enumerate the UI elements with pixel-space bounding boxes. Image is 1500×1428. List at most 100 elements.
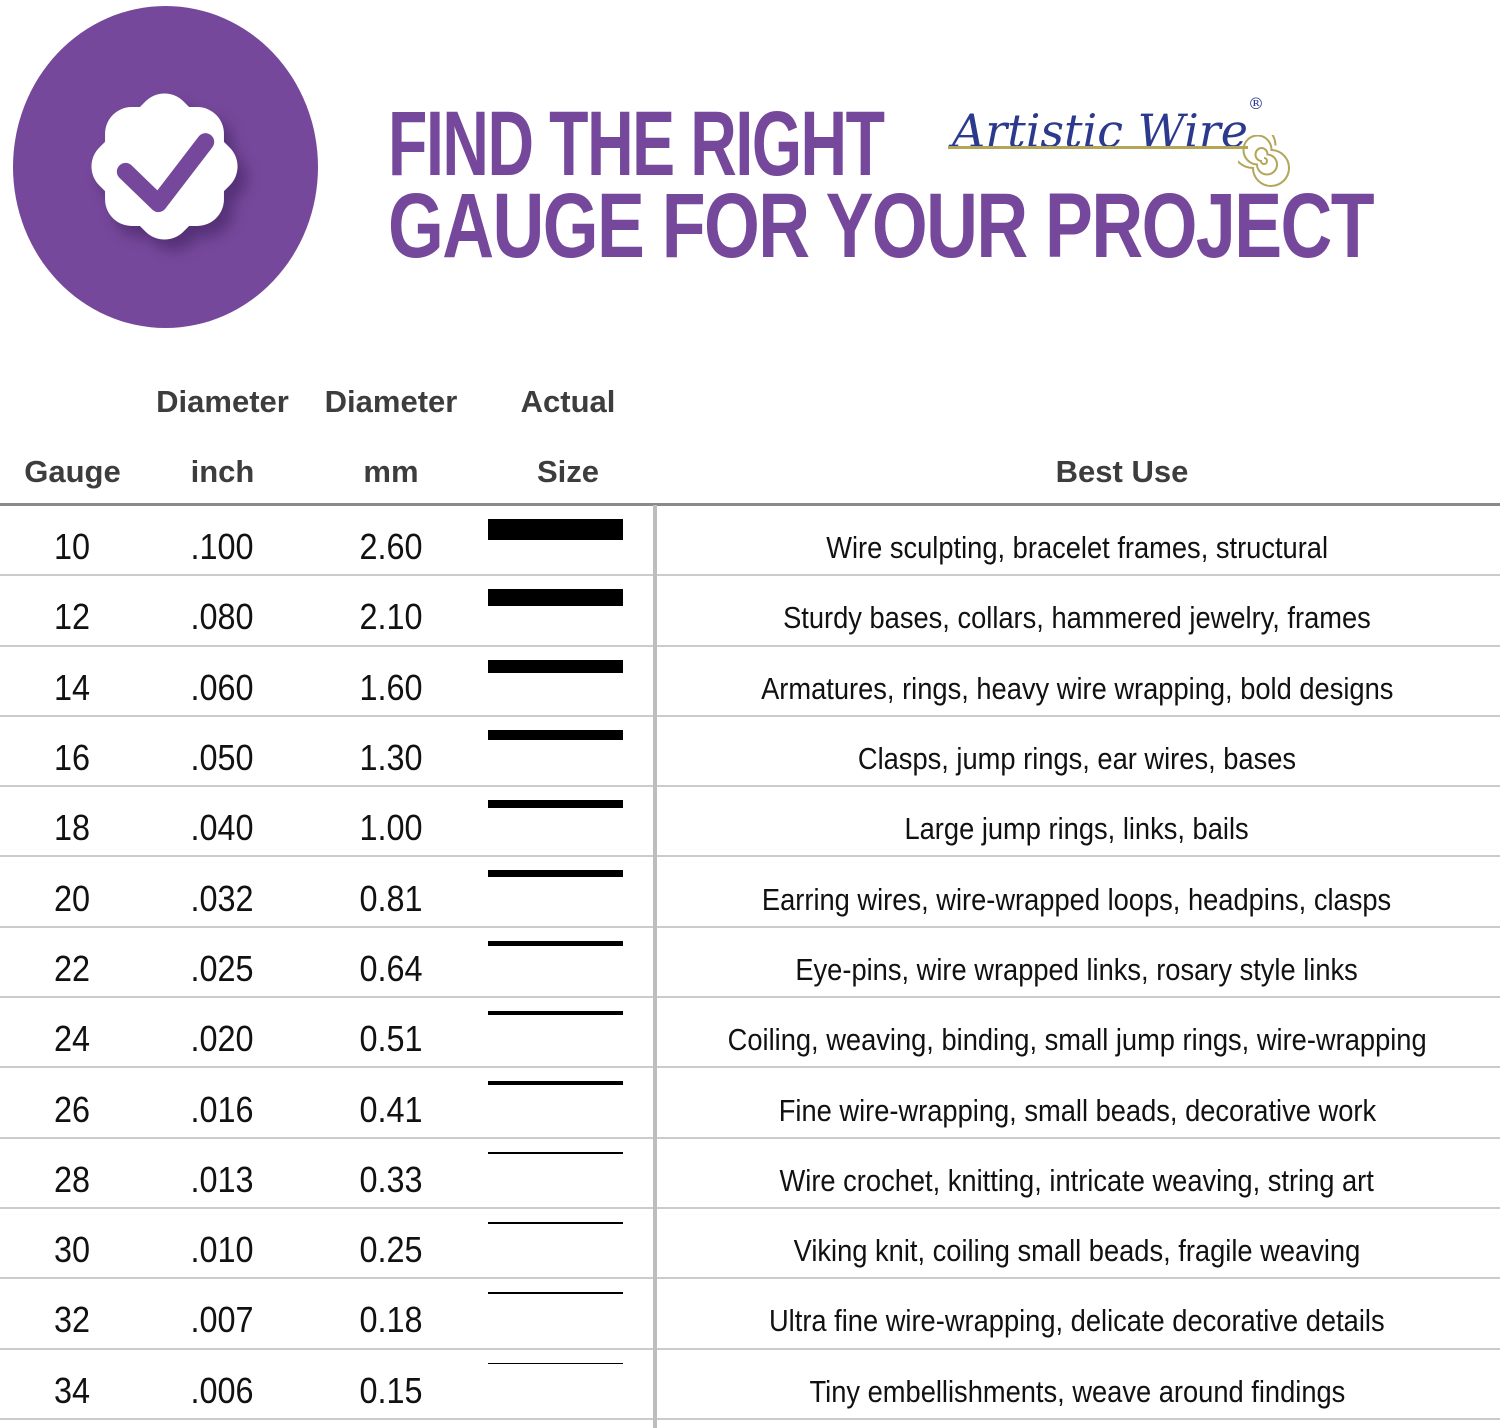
actual-size-bar	[488, 1292, 623, 1294]
diameter-inch-value: .040	[190, 807, 255, 849]
best-use-text: Coiling, weaving, binding, small jump ri…	[727, 1022, 1427, 1058]
diameter-mm-value: 0.15	[359, 1369, 423, 1411]
table-row: 24 .020 0.51 Coiling, weaving, binding, …	[0, 998, 1500, 1069]
diameter-mm-value: 2.10	[359, 596, 423, 638]
diameter-mm-value: 1.60	[359, 666, 423, 708]
title-line1: FIND THE RIGHT	[388, 93, 885, 195]
diameter-inch-value: .006	[190, 1369, 255, 1411]
header-diameter-mm-top: Diameter	[324, 384, 458, 419]
diameter-inch-value: .060	[190, 666, 255, 708]
title-line2: GAUGE FOR YOUR PROJECT	[388, 175, 1375, 277]
actual-size-bar	[488, 1221, 623, 1224]
table-row: 34 .006 0.15 Tiny embellishments, weave …	[0, 1350, 1500, 1420]
column-divider	[653, 505, 657, 1428]
diameter-inch-value: .007	[190, 1299, 255, 1341]
gauge-value: 26	[54, 1088, 91, 1130]
diameter-inch-value: .016	[190, 1088, 255, 1130]
best-use-text: Ultra fine wire-wrapping, delicate decor…	[769, 1303, 1385, 1339]
best-use-text: Wire crochet, knitting, intricate weavin…	[779, 1162, 1375, 1198]
actual-size-bar	[488, 519, 623, 541]
actual-size-bar	[488, 800, 623, 809]
gauge-value: 10	[54, 526, 91, 568]
diameter-inch-value: .080	[190, 596, 255, 638]
table-row: 26 .016 0.41 Fine wire-wrapping, small b…	[0, 1068, 1500, 1139]
actual-size-bar	[488, 1151, 623, 1155]
actual-size-bar	[488, 870, 623, 878]
best-use-text: Eye-pins, wire wrapped links, rosary sty…	[795, 951, 1359, 987]
gauge-table-body: 10 .100 2.60 Wire sculpting, bracelet fr…	[0, 506, 1500, 1420]
gauge-value: 22	[54, 947, 91, 989]
diameter-inch-value: .100	[190, 526, 255, 568]
gauge-value: 30	[54, 1229, 91, 1271]
actual-size-bar	[488, 940, 623, 946]
diameter-mm-value: 0.33	[359, 1158, 423, 1200]
wire-spiral-icon	[1238, 135, 1290, 187]
gauge-value: 32	[54, 1299, 91, 1341]
table-row: 18 .040 1.00 Large jump rings, links, ba…	[0, 787, 1500, 858]
gauge-value: 18	[54, 807, 91, 849]
header-best-use: Best Use	[1055, 454, 1189, 489]
best-use-text: Sturdy bases, collars, hammered jewelry,…	[783, 600, 1371, 636]
diameter-inch-value: .013	[190, 1158, 255, 1200]
table-header-row: Gauge inch mm Size Best Use	[0, 454, 1500, 490]
header-inch: inch	[190, 454, 255, 489]
table-row: 16 .050 1.30 Clasps, jump rings, ear wir…	[0, 717, 1500, 788]
diameter-mm-value: 2.60	[359, 526, 423, 568]
header-actual-top: Actual	[520, 384, 616, 419]
table-row: 28 .013 0.33 Wire crochet, knitting, int…	[0, 1139, 1500, 1209]
best-use-text: Viking knit, coiling small beads, fragil…	[793, 1233, 1361, 1269]
gauge-value: 16	[54, 737, 91, 779]
diameter-mm-value: 0.18	[359, 1299, 423, 1341]
actual-size-bar	[488, 589, 623, 607]
header-mm: mm	[363, 454, 419, 489]
diameter-inch-value: .032	[190, 877, 255, 919]
diameter-mm-value: 0.25	[359, 1229, 423, 1271]
gauge-value: 14	[54, 666, 91, 708]
diameter-mm-value: 1.30	[359, 737, 423, 779]
gauge-value: 24	[54, 1018, 91, 1060]
best-use-text: Earring wires, wire-wrapped loops, headp…	[762, 881, 1392, 917]
header-size: Size	[536, 454, 600, 489]
table-row: 14 .060 1.60 Armatures, rings, heavy wir…	[0, 647, 1500, 717]
registered-mark: ®	[1248, 94, 1264, 113]
actual-size-bar	[488, 729, 623, 741]
header-rule	[0, 503, 1500, 506]
table-row: 12 .080 2.10 Sturdy bases, collars, hamm…	[0, 576, 1500, 647]
actual-size-bar	[488, 1011, 623, 1016]
header-diameter-inch-top: Diameter	[156, 384, 289, 419]
artistic-wire-logo: Artistic Wire®	[952, 94, 1264, 158]
actual-size-bar	[488, 1081, 623, 1085]
logo-underline	[948, 146, 1248, 149]
gauge-value: 12	[54, 596, 91, 638]
table-row: 10 .100 2.60 Wire sculpting, bracelet fr…	[0, 506, 1500, 577]
gauge-value: 28	[54, 1158, 91, 1200]
diameter-mm-value: 0.41	[359, 1088, 423, 1130]
best-use-text: Wire sculpting, bracelet frames, structu…	[826, 530, 1328, 566]
actual-size-bar	[488, 1362, 623, 1364]
header-gauge: Gauge	[24, 454, 121, 489]
table-row: 32 .007 0.18 Ultra fine wire-wrapping, d…	[0, 1279, 1500, 1350]
diameter-mm-value: 0.64	[359, 947, 423, 989]
diameter-inch-value: .020	[190, 1018, 255, 1060]
table-row: 20 .032 0.81 Earring wires, wire-wrapped…	[0, 857, 1500, 928]
logo-text: Artistic Wire	[952, 104, 1248, 158]
best-use-text: Tiny embellishments, weave around findin…	[809, 1373, 1345, 1409]
diameter-inch-value: .025	[190, 947, 255, 989]
best-use-text: Large jump rings, links, bails	[904, 811, 1250, 847]
gauge-value: 20	[54, 877, 91, 919]
table-row: 22 .025 0.64 Eye-pins, wire wrapped link…	[0, 928, 1500, 999]
diameter-mm-value: 0.51	[359, 1018, 423, 1060]
best-use-text: Clasps, jump rings, ear wires, bases	[857, 741, 1297, 777]
actual-size-bar	[488, 659, 623, 673]
gauge-value: 34	[54, 1369, 91, 1411]
diameter-mm-value: 1.00	[359, 807, 423, 849]
best-use-text: Fine wire-wrapping, small beads, decorat…	[778, 1092, 1376, 1128]
diameter-inch-value: .010	[190, 1229, 255, 1271]
best-use-text: Armatures, rings, heavy wire wrapping, b…	[760, 670, 1394, 706]
diameter-inch-value: .050	[190, 737, 255, 779]
check-seal-badge-icon	[91, 93, 238, 240]
table-row: 30 .010 0.25 Viking knit, coiling small …	[0, 1209, 1500, 1280]
table-header-top-row: Diameter Diameter Actual	[0, 384, 1500, 420]
diameter-mm-value: 0.81	[359, 877, 423, 919]
